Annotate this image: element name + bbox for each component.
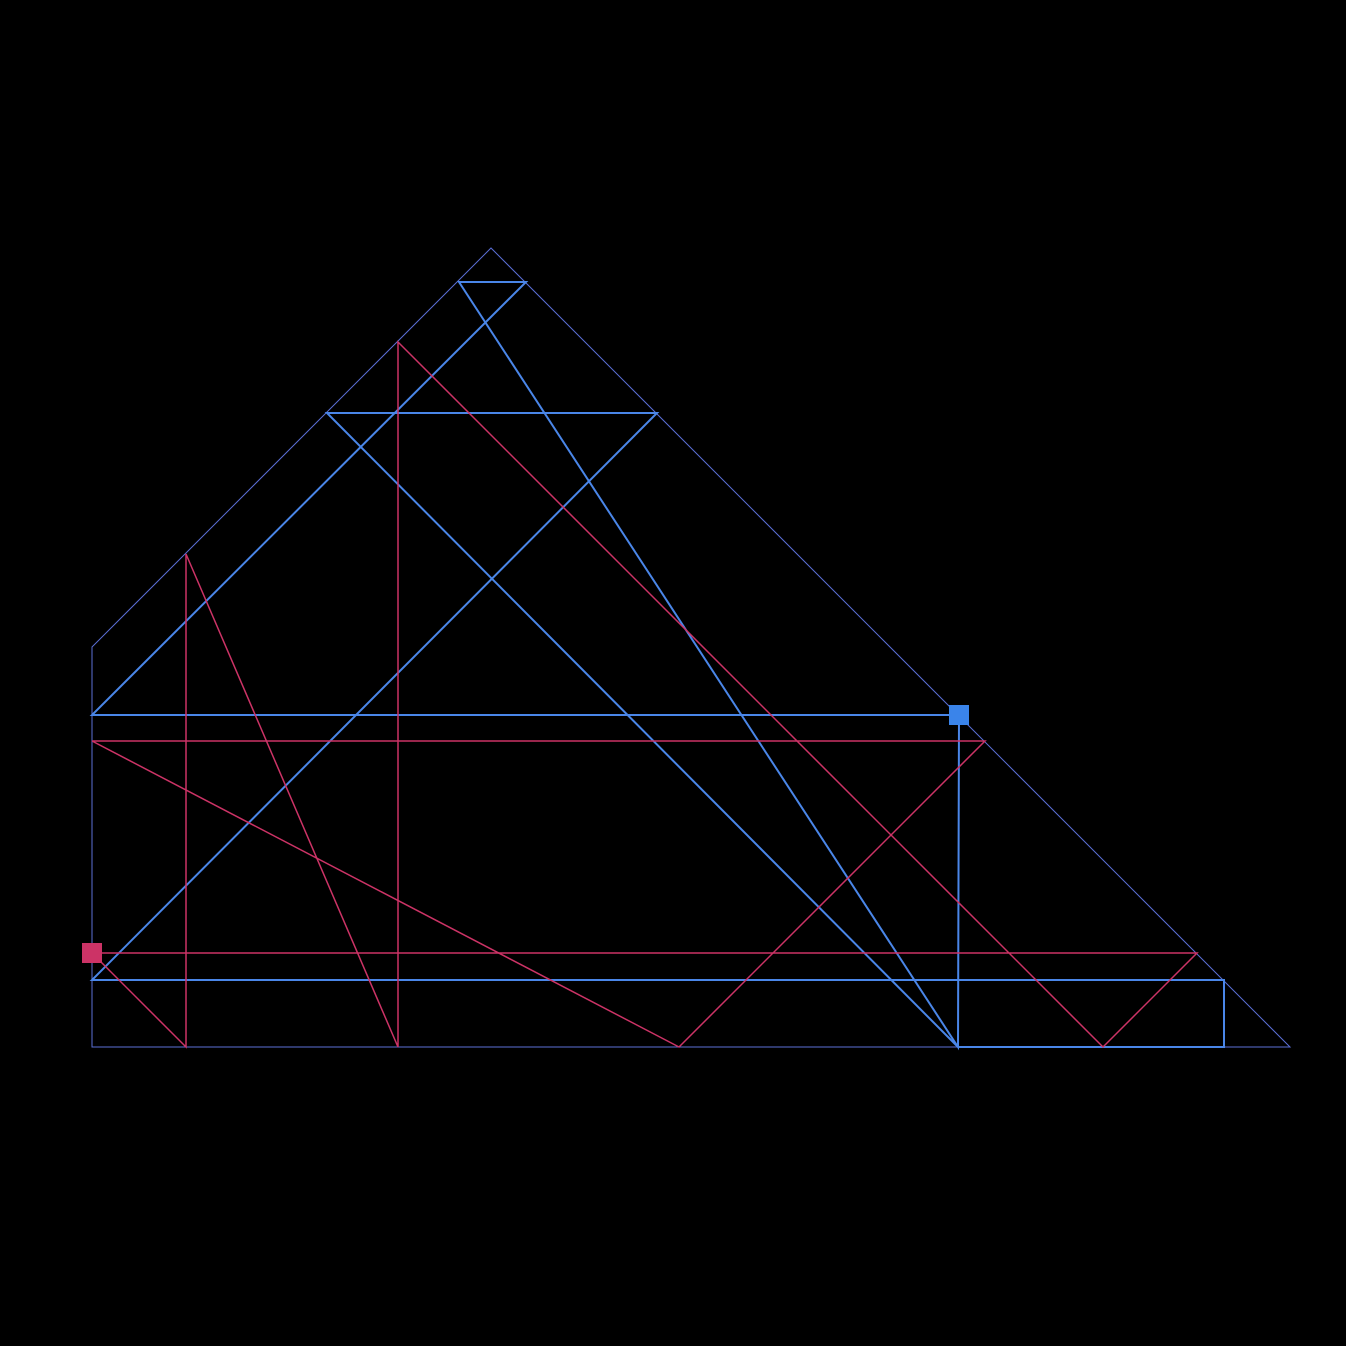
blue-start-marker xyxy=(949,705,969,725)
blue-trajectory-return xyxy=(89,412,1225,1048)
red-trajectory-return xyxy=(91,740,987,1048)
red-trajectory xyxy=(91,340,1199,1049)
red-start-marker xyxy=(82,943,102,963)
container-outline xyxy=(91,247,1292,1048)
blue-trajectory xyxy=(89,281,960,1051)
